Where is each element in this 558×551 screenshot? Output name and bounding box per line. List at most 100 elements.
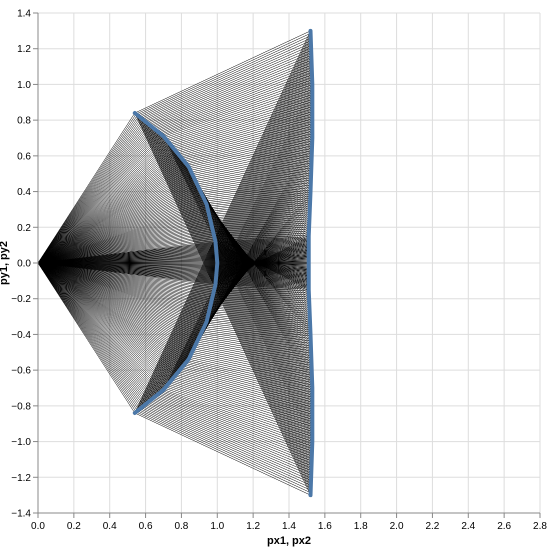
- segment-line: [37, 262, 210, 310]
- segment-line: [135, 113, 311, 493]
- segment-line: [37, 155, 180, 264]
- segment-line: [37, 116, 139, 264]
- segment-line: [199, 336, 312, 356]
- segment-line: [37, 262, 197, 344]
- segment-line: [37, 166, 189, 264]
- segment-line: [216, 268, 309, 270]
- segment-line: [191, 351, 313, 378]
- segment-line: [37, 171, 192, 264]
- segment-line: [145, 50, 312, 122]
- segment-line: [196, 160, 312, 183]
- x-tick-label: 1.0: [210, 521, 224, 532]
- segment-line: [216, 271, 309, 274]
- segment-line: [195, 345, 312, 369]
- segment-line: [37, 262, 141, 409]
- segment-line: [37, 262, 184, 367]
- segment-line: [194, 346, 312, 371]
- curves: [132, 28, 315, 498]
- segment-line: [210, 212, 310, 222]
- segment-line: [215, 283, 309, 290]
- segment-line: [214, 232, 309, 240]
- y-tick-label: −1.4: [11, 509, 31, 520]
- segment-line: [37, 262, 209, 315]
- segment-line: [37, 262, 178, 374]
- segment-line: [211, 300, 310, 310]
- y-tick-label: 1.0: [17, 80, 31, 91]
- segment-line: [37, 262, 215, 291]
- segment-line: [215, 234, 309, 241]
- segment-line: [37, 216, 210, 264]
- segment-line: [37, 262, 142, 408]
- segment-line: [189, 140, 313, 169]
- segment-line: [180, 368, 313, 405]
- segment-line: [178, 371, 313, 410]
- segment-line: [37, 262, 212, 302]
- segment-line: [37, 204, 207, 264]
- segment-line: [215, 279, 309, 285]
- segment-line: [37, 235, 215, 264]
- segment-line: [137, 115, 311, 491]
- segment-line: [171, 145, 313, 425]
- segment-line: [151, 398, 312, 464]
- segment-line: [151, 126, 312, 464]
- segment-line: [173, 106, 313, 378]
- segment-line: [37, 262, 210, 308]
- segment-line: [37, 262, 170, 383]
- segment-line: [37, 230, 213, 264]
- segment-line: [211, 298, 310, 308]
- segment-line: [37, 119, 143, 264]
- segment-line: [37, 262, 194, 350]
- segment-line: [162, 135, 313, 444]
- segment-line: [37, 168, 190, 264]
- segment-line: [212, 297, 310, 306]
- segment-line: [201, 333, 312, 352]
- segment-line: [216, 243, 309, 249]
- segment-line: [145, 404, 312, 476]
- segment-line: [37, 262, 216, 286]
- segment-line: [202, 329, 311, 347]
- segment-line: [37, 262, 139, 410]
- segment-line: [207, 196, 311, 209]
- segment-line: [37, 262, 199, 339]
- segment-line: [201, 331, 312, 349]
- y-tick-label: −1.0: [11, 437, 31, 448]
- segment-line: [172, 378, 313, 422]
- x-tick-label: 0.2: [67, 521, 81, 532]
- segment-line: [216, 254, 309, 257]
- segment-line: [37, 262, 204, 329]
- segment-line: [146, 52, 312, 404]
- segment-line: [216, 269, 309, 272]
- segment-line: [139, 408, 311, 486]
- segment-line: [37, 262, 191, 356]
- segment-line: [37, 127, 154, 264]
- segment-line: [204, 326, 311, 342]
- segment-line: [37, 262, 193, 351]
- segment-line: [37, 262, 186, 364]
- segment-line: [188, 138, 313, 168]
- segment-line: [37, 141, 169, 264]
- segment-line: [181, 367, 313, 403]
- segment-line: [37, 128, 155, 264]
- segment-line: [166, 91, 313, 141]
- segment-line: [216, 267, 309, 269]
- segment-line: [196, 341, 312, 364]
- segment-line: [37, 262, 187, 363]
- segment-line: [206, 191, 311, 205]
- segment-line: [37, 144, 171, 264]
- segment-line: [37, 188, 200, 264]
- segment-line: [176, 111, 313, 152]
- segment-line: [217, 259, 309, 261]
- segment-line: [210, 304, 310, 314]
- segment-line: [216, 270, 309, 273]
- segment-line: [37, 262, 215, 290]
- segment-line: [142, 406, 312, 481]
- segment-line: [193, 348, 312, 374]
- segment-line: [216, 272, 309, 275]
- segment-line: [37, 180, 196, 264]
- segment-line: [216, 274, 309, 278]
- segment-line: [205, 322, 311, 337]
- x-tick-label: 0.0: [31, 521, 45, 532]
- segment-line: [196, 162, 312, 185]
- segment-line: [192, 350, 312, 376]
